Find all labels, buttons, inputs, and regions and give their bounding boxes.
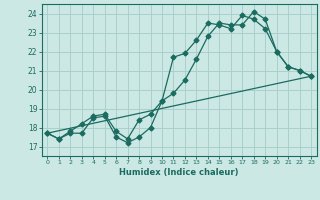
X-axis label: Humidex (Indice chaleur): Humidex (Indice chaleur) xyxy=(119,168,239,177)
